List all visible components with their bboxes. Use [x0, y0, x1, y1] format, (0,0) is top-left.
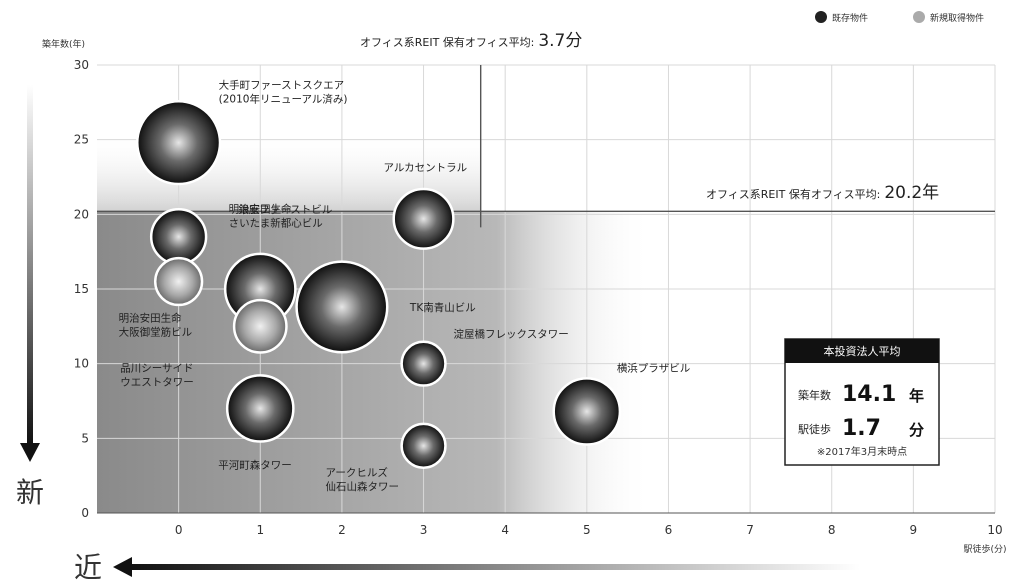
- x-average-label: オフィス系REIT 保有オフィス平均: 3.7分: [360, 31, 582, 51]
- legend-label: 新規取得物件: [930, 12, 984, 24]
- bubble-label: さいたま新都心ビル: [229, 217, 323, 230]
- horizontal-arrow-shaft: [130, 564, 860, 570]
- vertical-arrow-label: 新: [16, 476, 44, 509]
- bubbles: [136, 100, 622, 469]
- x-tick-label: 1: [256, 523, 264, 537]
- bubble-label: 大阪御堂筋ビル: [119, 326, 192, 339]
- side-arrows: 新近: [16, 85, 860, 580]
- vertical-arrow-shaft: [27, 85, 33, 445]
- x-tick-label: 7: [746, 523, 754, 537]
- axes: 0 5 10 15 20 25 30 0 1 2 3 4 5 6 7 8 9 10 築年数(年) 駅徒歩(分): [42, 38, 1007, 555]
- y-axis-title: 築年数(年): [42, 38, 85, 50]
- y-tick-label: 20: [74, 207, 89, 221]
- existing-property-bubble: [552, 377, 622, 446]
- x-tick-label: 0: [175, 523, 183, 537]
- legend-label: 既存物件: [832, 12, 868, 24]
- bubble-label: TK南青山ビル: [409, 301, 476, 314]
- x-tick-label: 8: [828, 523, 836, 537]
- x-tick-label: 4: [501, 523, 509, 537]
- bubble-label: 明治安田生命: [119, 312, 182, 325]
- bubble-label: 銀座ファーストビル: [238, 203, 332, 216]
- existing-property-bubble: [392, 187, 455, 250]
- y-tick-label: 15: [74, 282, 89, 296]
- bubble-label: アルカセントラル: [384, 162, 468, 174]
- x-tick-label: 5: [583, 523, 591, 537]
- x-tick-label: 6: [665, 523, 673, 537]
- x-tick-label: 10: [987, 523, 1002, 537]
- new-property-bubble: [232, 298, 288, 354]
- bubble-label: ウエストタワー: [120, 376, 194, 388]
- x-tick-label: 9: [910, 523, 918, 537]
- x-average-value: 3.7分: [538, 31, 582, 51]
- x-tick-label: 3: [420, 523, 428, 537]
- summary-unit: 分: [909, 421, 924, 439]
- y-tick-label: 10: [74, 357, 89, 371]
- summary-box-header: [785, 339, 939, 363]
- existing-property-bubble: [400, 340, 447, 387]
- bubble-label: 明治安田生命: [229, 203, 292, 216]
- bubble-label: (2010年リニューアル済み): [219, 93, 348, 106]
- legend-swatch: [815, 11, 827, 23]
- y-tick-label: 5: [81, 431, 89, 445]
- y-average-value: 20.2年: [884, 183, 939, 203]
- summary-value: 1.7: [842, 416, 881, 441]
- summary-note: ※2017年3月末時点: [817, 445, 907, 458]
- legend-swatch: [913, 11, 925, 23]
- bubble-label: 大手町ファーストスクエア: [219, 79, 344, 92]
- bubble-label: アークヒルズ: [326, 466, 388, 479]
- summary-value: 14.1: [842, 382, 896, 407]
- existing-property-bubble: [295, 260, 389, 354]
- y-average-label: オフィス系REIT 保有オフィス平均: 20.2年: [706, 183, 939, 203]
- y-tick-label: 30: [74, 58, 89, 72]
- summary-key: 築年数: [798, 388, 831, 402]
- horizontal-arrow-head: [113, 557, 132, 577]
- summary-unit: 年: [909, 387, 924, 405]
- x-axis-title: 駅徒歩(分): [963, 543, 1006, 555]
- bubble-label: 淀屋橋フレックスタワー: [454, 328, 569, 341]
- existing-property-bubble: [136, 100, 222, 186]
- bubble-label: 横浜プラザビル: [617, 361, 691, 374]
- summary-key: 駅徒歩: [798, 422, 831, 436]
- legend: 既存物件 新規取得物件: [815, 11, 984, 24]
- bubble-label: 品川シーサイド: [120, 362, 193, 374]
- summary-box-title: 本投資法人平均: [824, 344, 901, 358]
- existing-property-bubble: [149, 208, 208, 266]
- bubble-labels: TK南青山ビル 大手町ファーストスクエア(2010年リニューアル済み) 銀座ファース…: [119, 79, 691, 493]
- bubble-label: 仙石山森タワー: [326, 480, 400, 493]
- plot-background: [97, 133, 653, 513]
- existing-property-bubble: [225, 374, 295, 443]
- vertical-arrow-head: [20, 443, 40, 462]
- new-property-bubble: [153, 256, 204, 307]
- horizontal-arrow-label: 近: [74, 551, 102, 580]
- bubble-label: 平河町森タワー: [218, 458, 291, 471]
- x-tick-label: 2: [338, 523, 346, 537]
- existing-property-bubble: [400, 422, 447, 469]
- y-tick-label: 25: [74, 133, 89, 147]
- y-tick-label: 0: [81, 506, 89, 520]
